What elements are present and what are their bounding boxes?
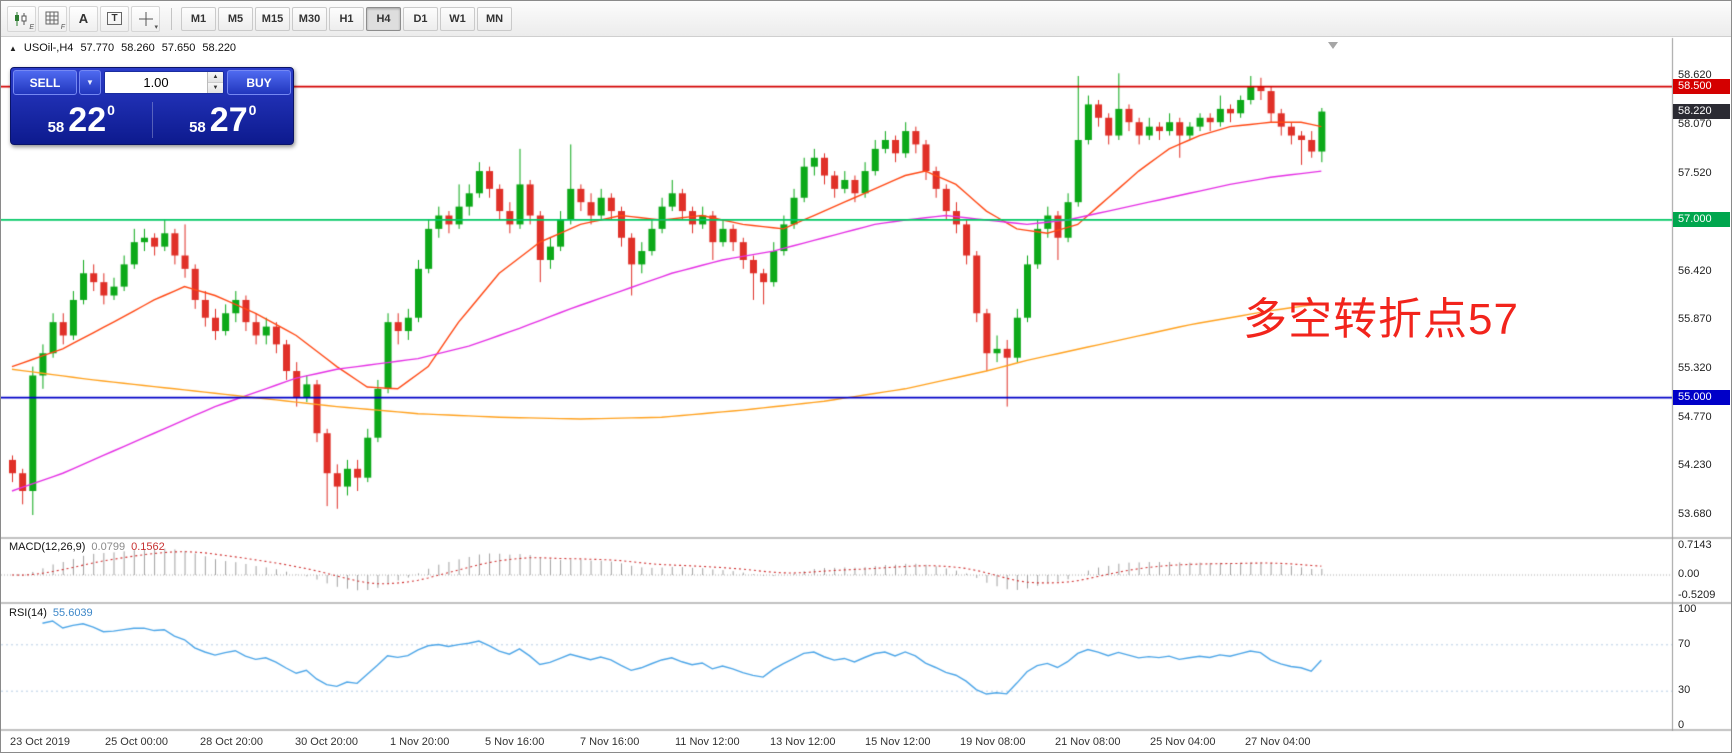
grid-icon[interactable]: F xyxy=(38,5,67,32)
cursor-tool-icon[interactable]: ▾ xyxy=(131,5,160,32)
label-tool-icon[interactable]: T xyxy=(100,5,129,32)
time-axis-label: 11 Nov 12:00 xyxy=(675,736,740,748)
volume-stepper: ▲ ▼ xyxy=(207,72,223,93)
price-divider xyxy=(151,102,153,138)
macd-axis-tick: -0.5209 xyxy=(1678,588,1716,601)
one-click-trading-panel: SELL ▼ ▲ ▼ BUY 58 22 0 58 27 0 xyxy=(10,67,294,145)
price-line-badge: 55.000 xyxy=(1673,389,1730,405)
timeframe-button-group: M1 M5 M15 M30 H1 H4 D1 W1 MN xyxy=(181,6,514,31)
crosshair-glyph xyxy=(138,11,153,26)
buy-price-int: 58 xyxy=(189,119,206,136)
ohlc-close: 58.220 xyxy=(202,42,237,54)
price-axis-tick: 55.320 xyxy=(1678,362,1712,375)
price-axis-tick: 54.230 xyxy=(1678,459,1712,472)
sell-price-pips: 22 xyxy=(68,101,107,139)
volume-preset-dropdown[interactable]: ▼ xyxy=(79,70,101,95)
macd-axis-tick: 0.7143 xyxy=(1678,539,1712,552)
timeframe-button-h1[interactable]: H1 xyxy=(329,6,364,31)
sell-button[interactable]: SELL xyxy=(13,70,77,95)
candlestick-glyph xyxy=(14,11,26,26)
ohlc-open: 57.770 xyxy=(80,42,115,54)
price-axis-tick: 54.770 xyxy=(1678,411,1712,424)
macd-signal-value: 0.1562 xyxy=(131,541,165,553)
macd-axis-tick: 0.00 xyxy=(1678,568,1700,580)
timeframe-button-m30[interactable]: M30 xyxy=(292,6,327,31)
time-axis-label: 1 Nov 20:00 xyxy=(390,736,450,748)
time-axis-label: 27 Nov 04:00 xyxy=(1245,736,1311,748)
buy-price-point: 0 xyxy=(248,102,257,118)
rsi-axis-tick: 100 xyxy=(1678,603,1697,615)
trade-controls-row: SELL ▼ ▲ ▼ BUY xyxy=(11,68,293,97)
time-axis-label: 25 Oct 00:00 xyxy=(105,736,168,748)
time-axis-label: 15 Nov 12:00 xyxy=(865,736,931,748)
timeframe-button-mn[interactable]: MN xyxy=(477,6,512,31)
macd-main-value: 0.0799 xyxy=(91,541,126,553)
price-axis-tick: 53.680 xyxy=(1678,508,1712,520)
timeframe-button-h4[interactable]: H4 xyxy=(366,6,401,31)
rsi-label: RSI(14) 55.6039 xyxy=(9,607,93,619)
rsi-axis-tick: 0 xyxy=(1678,719,1685,731)
rsi-value: 55.6039 xyxy=(52,607,93,619)
timeframe-button-w1[interactable]: W1 xyxy=(440,6,475,31)
time-axis-label: 21 Nov 08:00 xyxy=(1055,736,1121,748)
price-axis-tick: 58.620 xyxy=(1678,69,1712,81)
price-line-badge: 58.220 xyxy=(1673,103,1730,119)
time-axis-label: 13 Nov 12:00 xyxy=(770,736,836,748)
rsi-name: RSI(14) xyxy=(9,607,47,619)
chevron-down-icon: ▾ xyxy=(154,23,158,31)
ohlc-low: 57.650 xyxy=(161,42,196,54)
time-axis-label: 30 Oct 20:00 xyxy=(295,736,358,748)
sell-price-int: 58 xyxy=(47,119,65,136)
macd-label: MACD(12,26,9) 0.0799 0.1562 xyxy=(9,541,165,553)
volume-stepper-up[interactable]: ▲ xyxy=(208,72,223,83)
sell-price-point: 0 xyxy=(107,102,115,118)
volume-field: ▲ ▼ xyxy=(104,71,224,94)
time-axis-label: 7 Nov 16:00 xyxy=(580,736,640,748)
timeframe-button-m5[interactable]: M5 xyxy=(218,6,253,31)
grid-glyph xyxy=(45,11,58,24)
time-axis-label: 25 Nov 04:00 xyxy=(1150,736,1216,748)
chart-shift-marker-icon[interactable] xyxy=(1328,42,1338,49)
sell-price-display[interactable]: 58 22 0 xyxy=(11,97,152,143)
price-axis-tick: 56.420 xyxy=(1678,264,1712,277)
volume-stepper-down[interactable]: ▼ xyxy=(208,83,223,93)
price-line-badge: 57.000 xyxy=(1673,211,1730,227)
price-axis[interactable]: 58.620 58.070 57.520 56.420 55.870 55.320 54.7… xyxy=(1672,38,1731,731)
timeframe-button-m1[interactable]: M1 xyxy=(181,6,216,31)
buy-price-pips: 27 xyxy=(209,101,248,139)
toolbar: E F A T ▾ M1 M5 M15 M30 H1 H4 D1 W1 MN xyxy=(1,1,1731,37)
time-axis[interactable]: 23 Oct 2019 25 Oct 00:00 28 Oct 20:00 30 Oc… xyxy=(1,731,1672,752)
ohlc-expander-icon[interactable]: ▲ xyxy=(9,43,17,53)
text-tool-icon[interactable]: A xyxy=(69,5,98,32)
icon-subscript: E xyxy=(29,23,34,31)
buy-price-display[interactable]: 58 27 0 xyxy=(153,97,294,143)
symbol-period-label: USOil-,H4 xyxy=(23,42,74,54)
rsi-axis-tick: 70 xyxy=(1678,637,1691,650)
chart-ohlc-header: ▲ USOil-,H4 57.770 58.260 57.650 58.220 xyxy=(9,42,236,54)
price-axis-tick: 57.520 xyxy=(1678,166,1712,179)
buy-button[interactable]: BUY xyxy=(227,70,291,95)
price-axis-tick: 55.870 xyxy=(1678,313,1712,326)
time-axis-label: 5 Nov 16:00 xyxy=(485,736,545,748)
price-axis-tick: 58.070 xyxy=(1678,117,1712,130)
ohlc-high: 58.260 xyxy=(121,42,155,54)
indicators-icon[interactable]: E xyxy=(7,5,36,32)
timeframe-button-m15[interactable]: M15 xyxy=(255,6,290,31)
icon-subscript: F xyxy=(60,23,65,31)
time-axis-label: 23 Oct 2019 xyxy=(10,736,70,748)
chart-annotation: 多空转折点57 xyxy=(1243,295,1519,344)
price-line-badge: 58.500 xyxy=(1673,78,1730,94)
time-axis-label: 19 Nov 08:00 xyxy=(960,736,1026,748)
macd-name: MACD(12,26,9) xyxy=(9,541,86,553)
trade-prices-row: 58 22 0 58 27 0 xyxy=(11,97,293,143)
rsi-axis-tick: 30 xyxy=(1678,684,1691,697)
timeframe-button-d1[interactable]: D1 xyxy=(403,6,438,31)
time-axis-label: 28 Oct 20:00 xyxy=(200,736,263,748)
text-tool-glyph: A xyxy=(78,11,89,26)
label-tool-glyph: T xyxy=(107,12,122,25)
toolbar-separator xyxy=(171,7,172,30)
volume-input[interactable] xyxy=(105,72,207,93)
